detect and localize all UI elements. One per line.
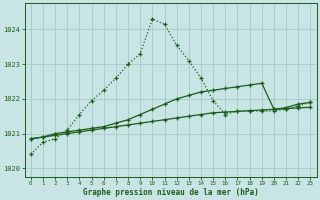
- X-axis label: Graphe pression niveau de la mer (hPa): Graphe pression niveau de la mer (hPa): [83, 188, 259, 197]
